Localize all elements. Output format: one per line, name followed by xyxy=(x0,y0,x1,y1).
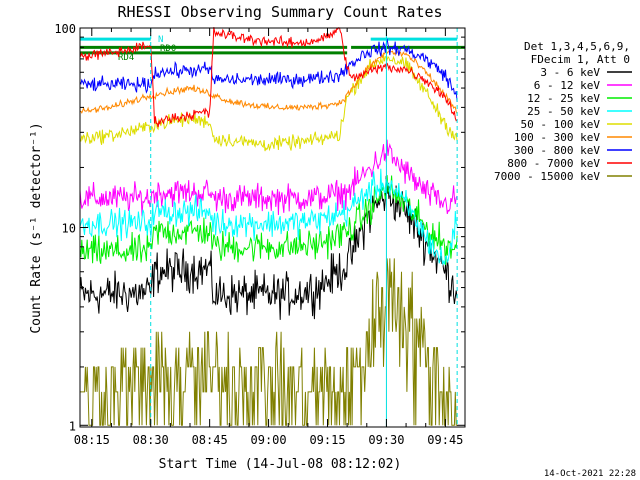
series-line-5 xyxy=(79,54,458,152)
flag-label-n: N xyxy=(158,35,163,45)
series-line-2 xyxy=(79,139,458,217)
series-lines xyxy=(79,27,458,426)
legend-label: 800 - 7000 keV xyxy=(507,157,600,170)
x-tick-label: 09:15 xyxy=(309,433,345,447)
legend-header-line: FDecim 1, Att 0 xyxy=(531,53,630,66)
legend-label: 6 - 12 keV xyxy=(534,79,601,92)
legend-label: 50 - 100 keV xyxy=(521,118,601,131)
legend: Det 1,3,4,5,6,9,FDecim 1, Att 03 - 6 keV… xyxy=(494,40,632,183)
y-axis-label: Count Rate (s⁻¹ detector⁻¹) xyxy=(29,122,44,333)
series-line-1 xyxy=(79,175,458,320)
series-line-8 xyxy=(79,27,458,128)
legend-label: 100 - 300 keV xyxy=(514,131,600,144)
legend-label: 7000 - 15000 keV xyxy=(494,170,600,183)
x-tick-label: 08:30 xyxy=(133,433,169,447)
footer-timestamp: 14-Oct-2021 22:28 xyxy=(544,469,636,479)
series-line-7 xyxy=(79,38,458,103)
x-tick-label: 09:00 xyxy=(251,433,287,447)
series-line-4 xyxy=(79,168,458,266)
series-line-6 xyxy=(79,48,458,114)
flag-label-rd4: RD4 xyxy=(118,53,134,63)
legend-header-line: Det 1,3,4,5,6,9, xyxy=(524,40,630,53)
legend-label: 25 - 50 keV xyxy=(527,105,600,118)
x-tick-label: 09:45 xyxy=(427,433,463,447)
x-axis-label: Start Time (14-Jul-08 08:12:02) xyxy=(159,457,402,472)
x-tick-label: 08:15 xyxy=(74,433,110,447)
flag-label-rd0: RD0 xyxy=(160,44,176,54)
x-tick-label: 08:45 xyxy=(192,433,228,447)
y-tick-label: 1 xyxy=(69,419,76,433)
x-tick-label: 09:30 xyxy=(368,433,404,447)
series-line-9 xyxy=(80,258,458,426)
legend-label: 300 - 800 keV xyxy=(514,144,600,157)
legend-label: 12 - 25 keV xyxy=(527,92,600,105)
y-tick-label: 10 xyxy=(62,222,76,236)
plot-axes: 1 10 100 08:15 08:30 08:45 09:00 09:15 09:30 09:4… xyxy=(54,22,466,447)
chart-title: RHESSI Observing Summary Count Rates xyxy=(117,3,442,21)
y-tick-label: 100 xyxy=(54,22,76,36)
legend-label: 3 - 6 keV xyxy=(540,66,600,79)
